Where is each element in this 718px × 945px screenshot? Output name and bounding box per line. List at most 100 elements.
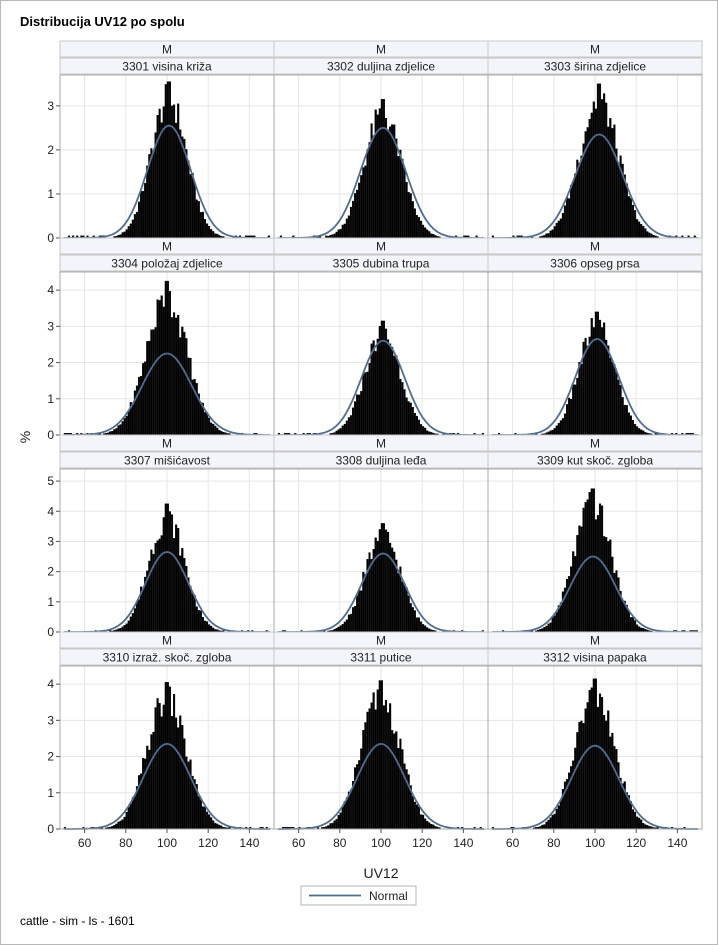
histogram-bar <box>146 745 149 830</box>
panel-header-trait-cell <box>487 57 703 75</box>
histogram-bar <box>203 219 207 239</box>
histogram-bar <box>115 428 118 436</box>
histogram-bar <box>644 228 647 239</box>
histogram-bar <box>354 193 357 239</box>
footnote: cattle - sim - ls - 1601 <box>20 914 135 928</box>
normal-curve <box>64 352 270 436</box>
histogram-bar <box>419 621 423 633</box>
normal-curve <box>278 126 484 239</box>
histogram-bar <box>586 702 589 830</box>
normal-curve <box>64 742 270 830</box>
histogram-bar <box>183 331 186 436</box>
y-tick-label: 2 <box>47 750 54 764</box>
histogram-bar <box>631 204 635 239</box>
histogram-bar <box>360 175 363 239</box>
panel-header-trait: 3308 duljina leđa <box>336 454 427 468</box>
histogram-bar <box>617 762 620 830</box>
histogram-bar <box>156 540 159 633</box>
panel-header-trait: 3302 duljina zdjelice <box>327 60 435 74</box>
histogram-bar <box>574 747 577 830</box>
histogram-bar <box>168 290 171 436</box>
panel-header-sex-cell <box>487 40 703 58</box>
histogram-bar <box>195 199 198 239</box>
histogram-bar <box>372 135 375 239</box>
histogram-bar <box>411 406 414 436</box>
x-tick-label: 140 <box>239 836 259 850</box>
histogram-bar <box>611 732 614 830</box>
histogram-bar <box>179 715 182 830</box>
panel-header-trait: 3306 opseg prsa <box>550 257 640 271</box>
histogram-bar <box>395 138 398 239</box>
histogram-bar <box>617 577 620 633</box>
x-axis-title: UV12 <box>363 865 398 881</box>
histogram-bar <box>173 104 176 239</box>
histogram-bar <box>598 693 602 830</box>
histogram-bar <box>205 811 209 830</box>
histogram-bar <box>349 789 353 830</box>
histogram-bar <box>555 808 558 830</box>
histogram-bar <box>378 529 381 633</box>
normal-curve <box>64 551 270 633</box>
panel-header-sex: M <box>590 634 600 648</box>
histogram-bar <box>366 711 369 830</box>
histogram-bar <box>407 192 410 239</box>
histogram-bar <box>374 709 377 830</box>
histogram-bar <box>372 692 375 830</box>
histogram-bar <box>432 234 435 239</box>
panel-header-sex: M <box>376 43 386 57</box>
histogram-bar <box>360 391 363 436</box>
panel-header-sex: M <box>162 437 172 451</box>
histogram-bar <box>158 538 161 633</box>
histogram-bar <box>613 124 616 239</box>
histogram-bar <box>648 232 651 239</box>
histogram-bar <box>382 320 385 436</box>
histogram-bar <box>419 220 423 239</box>
histogram-bar <box>201 211 204 239</box>
y-tick-label: 2 <box>47 356 54 370</box>
histogram-bar <box>370 702 373 830</box>
histogram-bar <box>605 102 608 239</box>
x-tick-label: 120 <box>626 836 646 850</box>
histogram-bar <box>642 628 645 633</box>
histogram-bar <box>218 429 221 436</box>
histogram-bar <box>156 115 159 239</box>
histogram-bar <box>175 317 178 436</box>
histogram-bar <box>403 763 406 830</box>
histogram-bar <box>405 587 408 633</box>
histogram-bar <box>144 361 147 436</box>
histogram-bar <box>205 412 209 436</box>
histogram-bar <box>370 559 373 633</box>
histogram-bar <box>561 212 564 239</box>
y-tick-label: 0 <box>47 428 54 442</box>
histogram-bar <box>627 412 630 436</box>
panel-header-trait: 3303 širina zdjelice <box>544 60 646 74</box>
histogram-bar <box>216 233 219 239</box>
histogram-bar <box>582 507 585 633</box>
y-tick-label: 3 <box>47 319 54 333</box>
histogram-bar <box>430 233 433 239</box>
histogram-bar <box>168 81 171 239</box>
histogram-bar <box>609 118 612 239</box>
histogram-bar <box>160 295 163 436</box>
histogram-bar <box>205 621 209 633</box>
histogram-bar <box>644 824 647 830</box>
histogram-bar <box>588 336 591 436</box>
panel-header-trait: 3309 kut skoč. zgloba <box>537 454 653 468</box>
histogram-bar <box>175 717 178 830</box>
histogram-bar <box>376 689 379 830</box>
histogram-bar <box>563 413 567 436</box>
histogram-bar <box>119 424 122 436</box>
histogram-bar <box>631 617 635 633</box>
histogram-bar <box>203 806 207 830</box>
histogram-bar <box>397 748 400 830</box>
histogram-bar <box>605 720 608 830</box>
histogram-bar <box>422 814 425 830</box>
histogram-bar <box>619 385 622 436</box>
x-tick-label: 80 <box>333 836 347 850</box>
histogram-bar <box>547 233 550 239</box>
y-tick-label: 5 <box>47 474 54 488</box>
histogram-bar <box>596 706 599 830</box>
histogram-bar <box>636 624 639 633</box>
histogram-bar <box>407 595 410 633</box>
histogram-bar <box>611 361 614 436</box>
